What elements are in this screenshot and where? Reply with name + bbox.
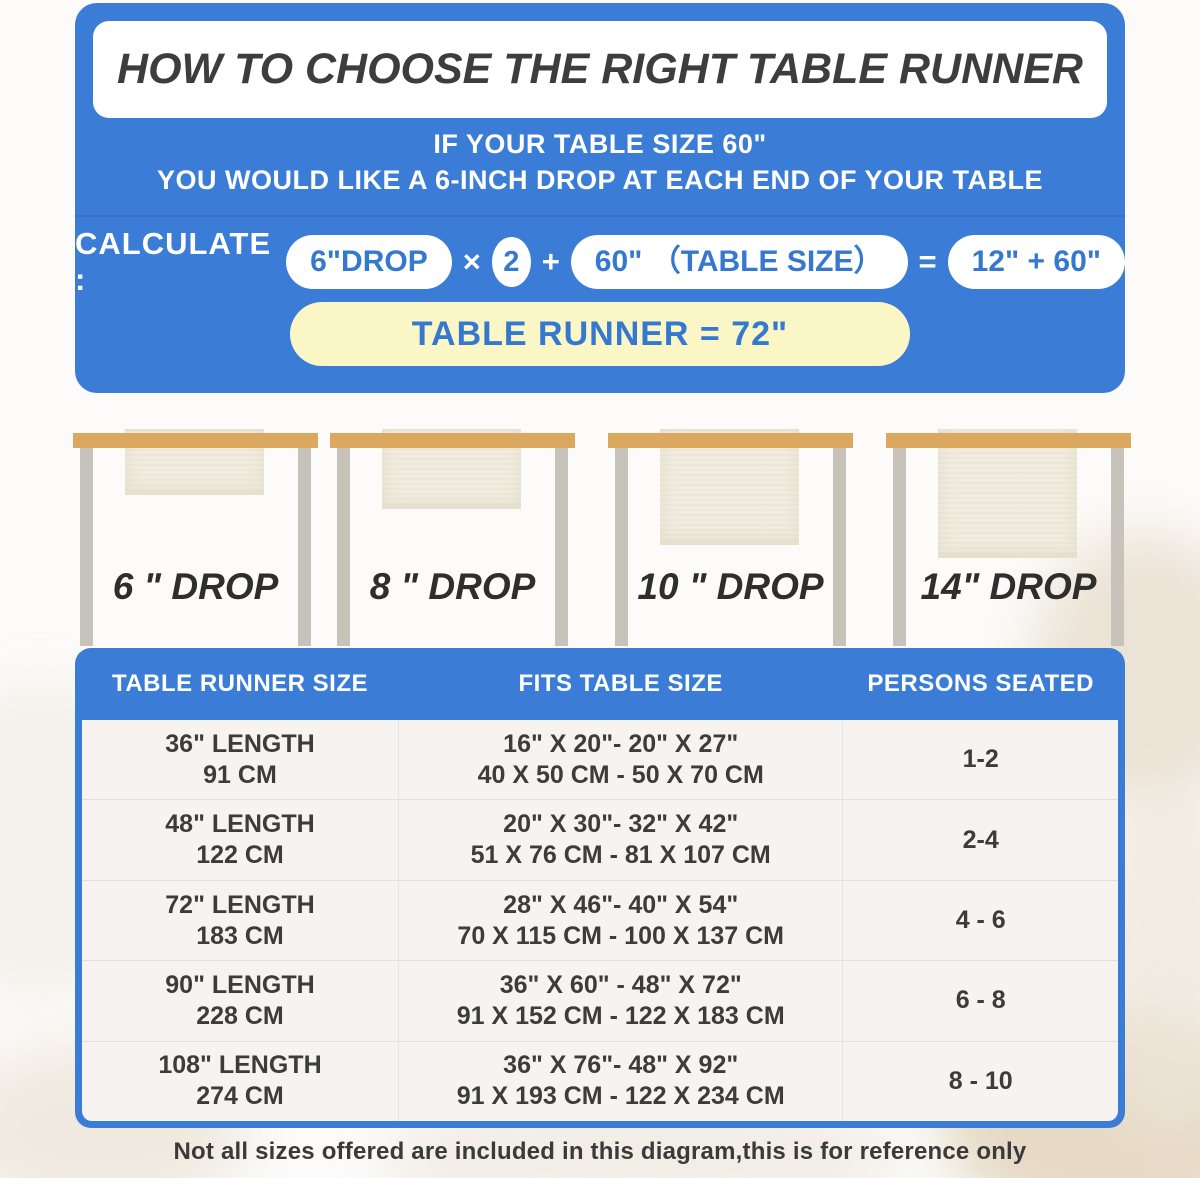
fits-inches: 28" X 46"- 40" X 54" <box>503 890 739 919</box>
drop-pill: 6"DROP <box>286 235 452 289</box>
table-leg-left <box>337 448 350 646</box>
persons-cell: 2-4 <box>843 800 1118 879</box>
runner-size-inches: 90" LENGTH <box>165 970 315 999</box>
persons-seated: 1-2 <box>962 745 999 774</box>
table-leg-left <box>615 448 628 646</box>
runner-size-cm: 122 CM <box>196 841 284 870</box>
persons-seated: 6 - 8 <box>955 986 1006 1015</box>
fits-inches: 16" X 20"- 20" X 27" <box>503 729 739 758</box>
multiplier-badge: 2 <box>491 237 531 287</box>
persons-seated: 8 - 10 <box>948 1066 1013 1095</box>
runner-size-inches: 36" LENGTH <box>165 729 315 758</box>
runner-size-cm: 274 CM <box>196 1082 284 1111</box>
drop-label: 10 " DROP <box>637 566 824 607</box>
table-leg-right <box>833 448 846 646</box>
runner-illustration <box>938 429 1077 558</box>
column-header-runner-size: TABLE RUNNER SIZE <box>111 670 369 697</box>
table-row: 72" LENGTH 183 CM 28" X 46"- 40" X 54" 7… <box>82 879 1118 961</box>
fits-cm: 91 X 193 CM - 122 X 234 CM <box>456 1082 785 1111</box>
runner-size-cm: 228 CM <box>196 1001 284 1030</box>
fits-cm: 91 X 152 CM - 122 X 183 CM <box>456 1001 785 1030</box>
table-size-pill: 60" （TABLE SIZE） <box>570 235 908 289</box>
table-row: 36" LENGTH 91 CM 16" X 20"- 20" X 27" 40… <box>82 720 1118 800</box>
fits-table-cell: 36" X 60" - 48" X 72" 91 X 152 CM - 122 … <box>397 961 844 1041</box>
sum-pill: 12" + 60" <box>947 235 1125 289</box>
persons-cell: 1-2 <box>843 720 1118 799</box>
fits-table-cell: 36" X 76"- 48" X 92" 91 X 193 CM - 122 X… <box>397 1041 844 1121</box>
persons-cell: 4 - 6 <box>843 881 1118 960</box>
drop-figure-6: 6 " DROP <box>73 425 318 648</box>
table-row: 108" LENGTH 274 CM 36" X 76"- 48" X 92" … <box>82 1040 1118 1121</box>
equals-operator: = <box>918 244 937 279</box>
column-header-persons: PERSONS SEATED <box>867 670 1094 697</box>
calculate-row: CALCULATE : 6"DROP × 2 + 60" （TABLE SIZE… <box>75 226 1125 297</box>
calculate-label: CALCULATE : <box>75 226 272 297</box>
drop-figure-14: 14" DROP <box>886 425 1131 648</box>
runner-size-inches: 108" LENGTH <box>158 1051 322 1080</box>
table-leg-left <box>893 448 906 646</box>
persons-seated: 4 - 6 <box>955 906 1006 935</box>
title-bar: HOW TO CHOOSE THE RIGHT TABLE RUNNER <box>93 21 1107 118</box>
runner-size-cell: 108" LENGTH 274 CM <box>82 1042 398 1121</box>
size-table-header: TABLE RUNNER SIZE FITS TABLE SIZE PERSON… <box>82 648 1118 720</box>
persons-cell: 6 - 8 <box>843 961 1118 1040</box>
instruction-panel: HOW TO CHOOSE THE RIGHT TABLE RUNNER IF … <box>75 3 1125 393</box>
tabletop <box>73 433 318 448</box>
table-row: 90" LENGTH 228 CM 36" X 60" - 48" X 72" … <box>82 960 1118 1041</box>
divider <box>75 215 1125 217</box>
size-table-body: 36" LENGTH 91 CM 16" X 20"- 20" X 27" 40… <box>82 720 1118 1121</box>
fits-table-cell: 16" X 20"- 20" X 27" 40 X 50 CM - 50 X 7… <box>397 720 844 800</box>
table-leg-right <box>298 448 311 646</box>
subtitle-line-1: IF YOUR TABLE SIZE 60" <box>433 129 767 159</box>
runner-size-cell: 90" LENGTH 228 CM <box>82 961 398 1040</box>
runner-result-pill: TABLE RUNNER = 72" <box>290 302 910 366</box>
drop-label: 14" DROP <box>920 566 1097 607</box>
column-header-fits-table: FITS TABLE SIZE <box>518 670 723 697</box>
drop-label: 8 " DROP <box>369 566 536 607</box>
runner-size-inches: 72" LENGTH <box>165 890 315 919</box>
fits-cm: 51 X 76 CM - 81 X 107 CM <box>470 841 771 870</box>
runner-size-inches: 48" LENGTH <box>165 810 315 839</box>
size-table-panel: TABLE RUNNER SIZE FITS TABLE SIZE PERSON… <box>75 648 1125 1128</box>
fits-table-cell: 20" X 30"- 32" X 42" 51 X 76 CM - 81 X 1… <box>397 800 844 880</box>
runner-size-cell: 36" LENGTH 91 CM <box>82 720 398 799</box>
times-operator: × <box>462 244 481 279</box>
tabletop <box>330 433 575 448</box>
fits-cm: 70 X 115 CM - 100 X 137 CM <box>457 921 784 950</box>
persons-cell: 8 - 10 <box>843 1042 1118 1121</box>
table-leg-right <box>1111 448 1124 646</box>
subtitle-line-2: YOU WOULD LIKE A 6-INCH DROP AT EACH END… <box>156 165 1044 195</box>
fits-inches: 36" X 60" - 48" X 72" <box>499 970 742 999</box>
reference-disclaimer: Not all sizes offered are included in th… <box>173 1138 1027 1165</box>
tabletop <box>886 433 1131 448</box>
fits-inches: 36" X 76"- 48" X 92" <box>503 1051 739 1080</box>
runner-size-cell: 48" LENGTH 122 CM <box>82 800 398 879</box>
plus-operator: + <box>541 244 560 279</box>
table-row: 48" LENGTH 122 CM 20" X 30"- 32" X 42" 5… <box>82 799 1118 880</box>
drop-figure-8: 8 " DROP <box>330 425 575 648</box>
drop-figure-10: 10 " DROP <box>608 425 853 648</box>
fits-table-cell: 28" X 46"- 40" X 54" 70 X 115 CM - 100 X… <box>397 880 844 961</box>
tabletop <box>608 433 853 448</box>
runner-size-cell: 72" LENGTH 183 CM <box>82 881 398 960</box>
fits-cm: 40 X 50 CM - 50 X 70 CM <box>477 760 764 789</box>
page-title: HOW TO CHOOSE THE RIGHT TABLE RUNNER <box>117 45 1083 93</box>
table-leg-right <box>555 448 568 646</box>
drop-label: 6 " DROP <box>112 566 279 607</box>
fits-inches: 20" X 30"- 32" X 42" <box>503 810 739 839</box>
runner-size-cm: 91 CM <box>203 760 277 789</box>
table-leg-left <box>80 448 93 646</box>
persons-seated: 2-4 <box>962 825 999 854</box>
runner-size-cm: 183 CM <box>196 921 284 950</box>
